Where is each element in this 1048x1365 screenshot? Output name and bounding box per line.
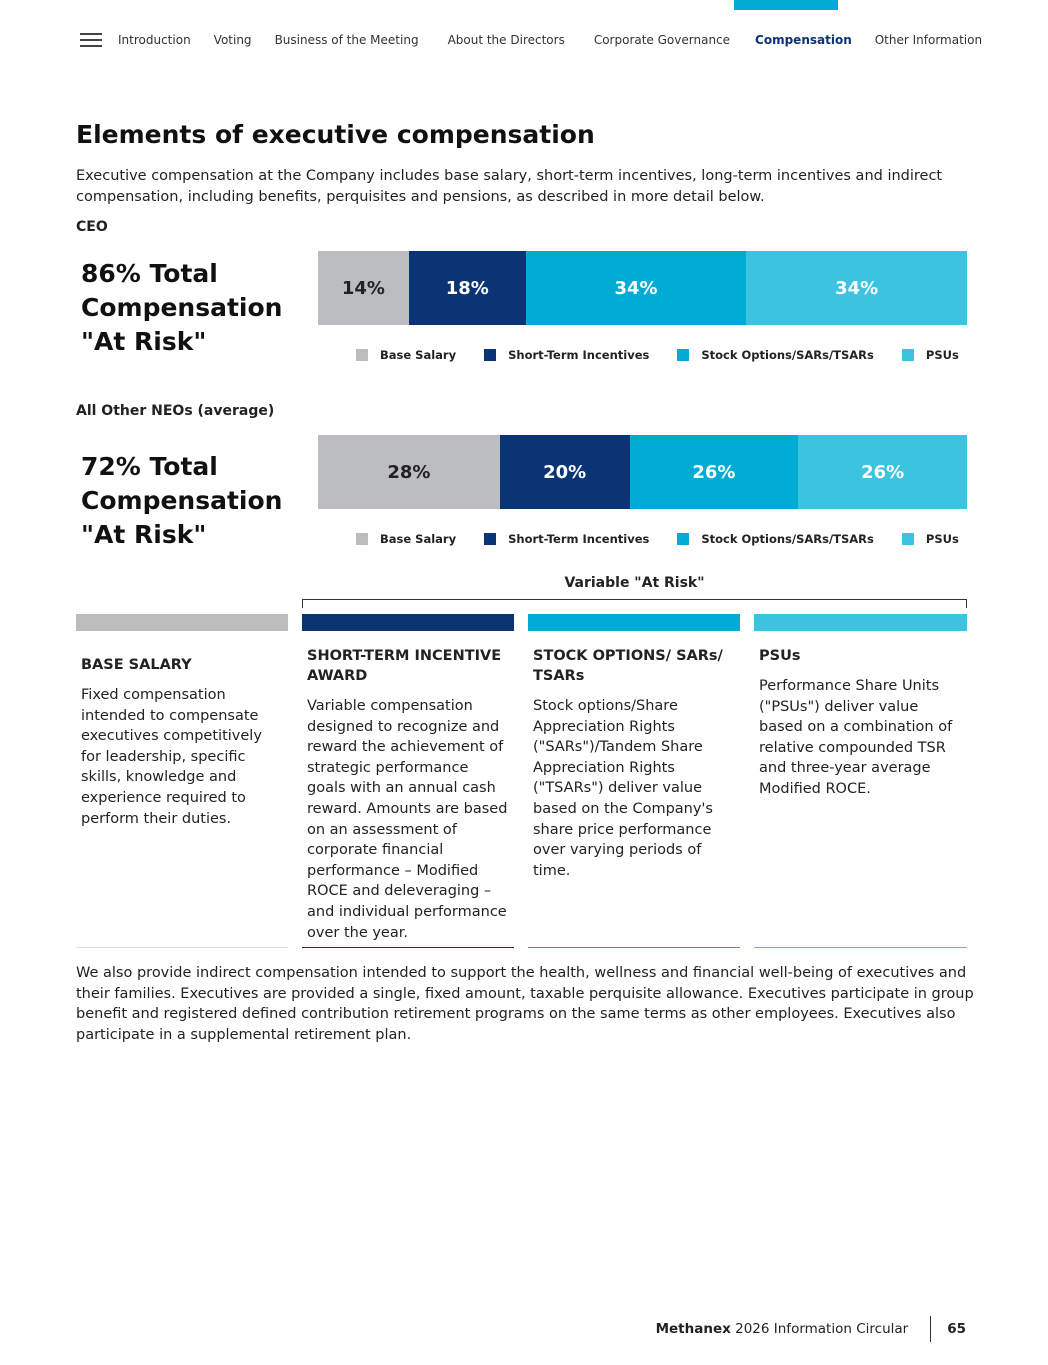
- column-text: Stock options/Share Appreciation Rights …: [533, 698, 713, 879]
- legend-label: PSUs: [925, 532, 959, 546]
- active-section-marker: [734, 0, 838, 10]
- neo-bar: 28% 20% 26% 26%: [318, 435, 967, 509]
- bar-segment-base-salary: 28%: [318, 435, 500, 509]
- ceo-legend: Base Salary Short-Term Incentives Stock Op…: [356, 348, 987, 362]
- column-text: Fixed compensation intended to compensat…: [81, 687, 262, 827]
- legend-item: Base Salary: [356, 348, 456, 362]
- footer-brand: Methanex: [655, 1321, 731, 1337]
- bar-segment-base-salary: 14%: [318, 251, 409, 325]
- bar-segment-short-term-incentives: 20%: [499, 435, 630, 509]
- legend-item: PSUs: [901, 348, 959, 362]
- outro-text: We also provide indirect compensation in…: [76, 965, 974, 1043]
- variable-at-risk-label: Variable "At Risk": [564, 575, 705, 591]
- legend-item: Short-Term Incentives: [484, 532, 649, 546]
- legend-swatch: [356, 349, 368, 361]
- column-stock-options: STOCK OPTIONS/ SARs/ TSARs Stock options…: [528, 614, 740, 948]
- nav-other[interactable]: Other Information: [874, 33, 983, 47]
- nav-business[interactable]: Business of the Meeting: [274, 33, 419, 47]
- legend-swatch: [484, 349, 497, 361]
- legend-label: Base Salary: [380, 348, 457, 362]
- legend-swatch: [484, 533, 497, 545]
- bar-segment-psus: 26%: [798, 435, 967, 509]
- legend-swatch: [901, 349, 914, 361]
- column-psus: PSUs Performance Share Units ("PSUs") de…: [754, 614, 967, 948]
- legend-swatch: [901, 533, 914, 545]
- legend-item: Stock Options/SARs/TSARs: [677, 348, 874, 362]
- column-title: PSUs: [759, 648, 801, 664]
- ceo-bar: 14% 18% 34% 34%: [318, 251, 967, 325]
- menu-icon[interactable]: [80, 33, 102, 47]
- nav-compensation[interactable]: Compensation: [755, 33, 852, 47]
- ceo-label: CEO: [76, 219, 108, 235]
- bar-segment-psus: 34%: [746, 251, 967, 325]
- legend-label: Short-Term Incentives: [508, 348, 650, 362]
- nav-governance[interactable]: Corporate Governance: [593, 33, 731, 47]
- nav-introduction[interactable]: Introduction: [118, 33, 191, 47]
- legend-label: Short-Term Incentives: [508, 532, 650, 546]
- legend-label: Stock Options/SARs/TSARs: [701, 532, 874, 546]
- page-title: Elements of executive compensation: [76, 120, 595, 149]
- bar-segment-stock-options-sars-tsars: 26%: [629, 435, 799, 509]
- footer: Methanex 2026 Information Circular 65: [656, 1316, 966, 1342]
- neo-legend: Base Salary Short-Term Incentives Stock Op…: [356, 532, 987, 546]
- legend-swatch: [677, 533, 690, 545]
- bar-segment-short-term-incentives: 18%: [408, 251, 526, 325]
- top-nav: Introduction Voting Business of the Meet…: [80, 33, 1005, 47]
- legend-label: Stock Options/SARs/TSARs: [701, 348, 874, 362]
- bar-segment-stock-options-sars-tsars: 34%: [525, 251, 747, 325]
- page-number: 65: [947, 1321, 966, 1337]
- legend-swatch: [677, 349, 690, 361]
- footer-doc: 2026 Information Circular: [735, 1321, 909, 1337]
- legend-item: Stock Options/SARs/TSARs: [677, 532, 874, 546]
- intro-text: Executive compensation at the Company in…: [76, 168, 943, 205]
- column-title: STOCK OPTIONS/ SARs/ TSARs: [533, 648, 723, 684]
- legend-item: Short-Term Incentives: [484, 348, 649, 362]
- column-title: BASE SALARY: [81, 657, 192, 673]
- nav-voting[interactable]: Voting: [213, 33, 252, 47]
- column-title: SHORT-TERM INCENTIVE AWARD: [307, 648, 502, 684]
- column-text: Variable compensation designed to recogn…: [307, 698, 508, 941]
- legend-item: Base Salary: [356, 532, 456, 546]
- legend-item: PSUs: [901, 532, 959, 546]
- legend-label: PSUs: [925, 348, 959, 362]
- column-sti: SHORT-TERM INCENTIVE AWARD Variable comp…: [302, 614, 514, 948]
- legend-swatch: [356, 533, 368, 545]
- ceo-headline: 86% Total Compensation "At Risk": [81, 259, 283, 356]
- neo-headline: 72% Total Compensation "At Risk": [81, 452, 283, 549]
- column-base-salary: BASE SALARY Fixed compensation intended …: [76, 614, 288, 948]
- neo-label: All Other NEOs (average): [76, 403, 275, 419]
- column-text: Performance Share Units ("PSUs") deliver…: [759, 678, 953, 797]
- nav-directors[interactable]: About the Directors: [447, 33, 565, 47]
- variable-bracket: [302, 599, 967, 608]
- legend-label: Base Salary: [380, 532, 457, 546]
